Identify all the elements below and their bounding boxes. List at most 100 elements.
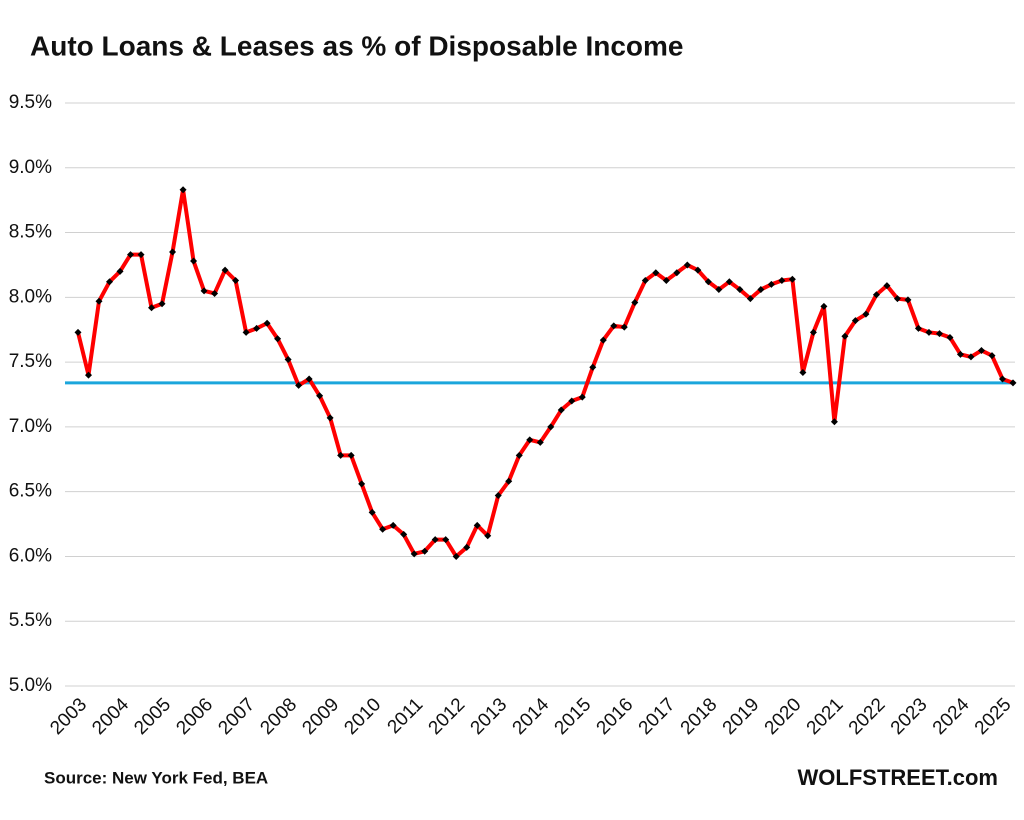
data-marker (893, 295, 901, 303)
data-marker (526, 436, 534, 444)
data-marker (725, 278, 733, 286)
y-tick-label: 7.0% (9, 416, 52, 437)
data-marker (589, 363, 597, 371)
data-marker (536, 438, 544, 446)
y-tick-label: 5.5% (9, 610, 52, 631)
data-marker (116, 267, 124, 275)
data-marker (715, 286, 723, 294)
data-marker (179, 186, 187, 194)
y-tick-label: 5.0% (9, 675, 52, 696)
data-marker (221, 266, 229, 274)
data-marker (127, 251, 135, 259)
source-note: Source: New York Fed, BEA (44, 768, 268, 787)
data-marker (967, 353, 975, 361)
data-marker (620, 323, 628, 331)
data-marker (316, 392, 324, 400)
data-marker (904, 296, 912, 304)
data-marker (988, 352, 996, 360)
data-marker (736, 286, 744, 294)
data-marker (85, 371, 93, 379)
data-marker (74, 328, 82, 336)
data-marker (232, 276, 240, 284)
data-marker (935, 330, 943, 338)
y-tick-label: 6.5% (9, 481, 52, 502)
data-marker (473, 521, 481, 529)
data-marker (347, 451, 355, 459)
data-marker (263, 319, 271, 327)
data-marker (757, 286, 765, 294)
data-marker (694, 266, 702, 274)
data-marker (704, 278, 712, 286)
data-marker (494, 492, 502, 500)
data-marker (169, 248, 177, 256)
data-marker (746, 295, 754, 303)
data-marker (358, 480, 366, 488)
data-marker (284, 356, 292, 364)
data-marker (841, 332, 849, 340)
data-marker (253, 324, 261, 332)
data-marker (106, 278, 114, 286)
y-tick-label: 6.0% (9, 545, 52, 566)
data-marker (767, 280, 775, 288)
data-marker (631, 299, 639, 307)
data-marker (337, 451, 345, 459)
data-marker (610, 322, 618, 330)
data-marker (158, 300, 166, 308)
data-marker (914, 324, 922, 332)
data-marker (862, 310, 870, 318)
data-marker (421, 547, 429, 555)
data-marker (820, 302, 828, 310)
data-marker (683, 261, 691, 269)
y-tick-label: 8.5% (9, 222, 52, 243)
data-marker (599, 336, 607, 344)
data-marker (568, 397, 576, 405)
data-marker (410, 550, 418, 558)
data-marker (95, 297, 103, 305)
data-marker (431, 536, 439, 544)
data-marker (788, 275, 796, 283)
data-marker (956, 350, 964, 358)
data-marker (652, 269, 660, 277)
data-marker (925, 328, 933, 336)
data-marker (484, 532, 492, 540)
y-tick-label: 9.0% (9, 157, 52, 178)
data-marker (547, 423, 555, 431)
y-tick-label: 8.0% (9, 286, 52, 307)
data-marker (326, 414, 334, 422)
data-marker (379, 525, 387, 533)
data-marker (851, 317, 859, 325)
data-marker (295, 381, 303, 389)
data-marker (389, 521, 397, 529)
data-marker (137, 251, 145, 259)
data-marker (662, 276, 670, 284)
brand: WOLFSTREET.com (798, 765, 998, 790)
data-marker (883, 282, 891, 290)
data-marker (799, 368, 807, 376)
data-marker (872, 291, 880, 299)
y-tick-label: 7.5% (9, 351, 52, 372)
data-marker (557, 406, 565, 414)
data-marker (1009, 379, 1017, 387)
data-marker (305, 375, 313, 383)
data-marker (778, 276, 786, 284)
data-marker (998, 375, 1006, 383)
data-marker (830, 418, 838, 426)
data-marker (505, 477, 513, 485)
data-marker (946, 333, 954, 341)
data-marker (442, 536, 450, 544)
data-marker (368, 508, 376, 516)
data-marker (200, 287, 208, 295)
data-marker (400, 530, 408, 538)
data-marker (463, 543, 471, 551)
y-tick-label: 9.5% (9, 92, 52, 113)
data-marker (452, 552, 460, 560)
chart-title: Auto Loans & Leases as % of Disposable I… (30, 30, 684, 61)
data-marker (211, 289, 219, 297)
data-marker (809, 328, 817, 336)
data-marker (515, 451, 523, 459)
data-marker (977, 346, 985, 354)
data-marker (148, 304, 156, 312)
data-marker (641, 276, 649, 284)
data-marker (242, 328, 250, 336)
